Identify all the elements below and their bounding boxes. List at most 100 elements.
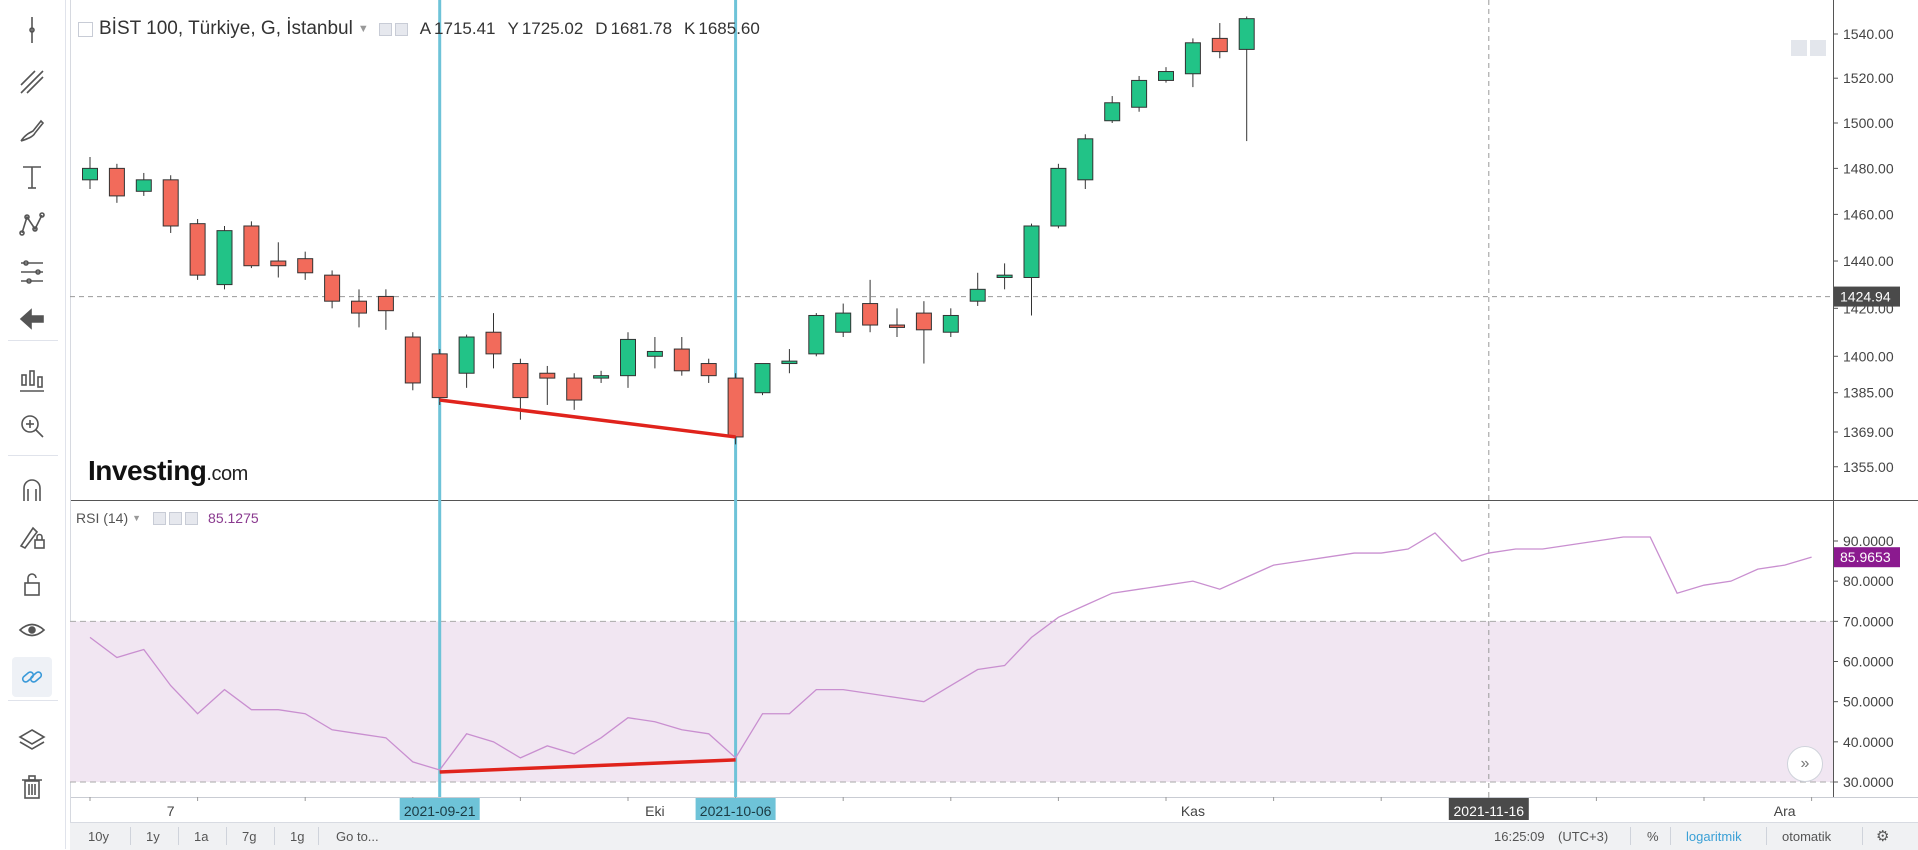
- candle-down: [108, 167, 125, 197]
- candle-down: [297, 258, 314, 274]
- trend-line-tool-button[interactable]: [12, 62, 52, 102]
- unlock-tool-button[interactable]: [12, 564, 52, 604]
- rsi-band: [70, 621, 1833, 782]
- maximize-icon[interactable]: [1810, 40, 1826, 56]
- candle-up: [593, 375, 610, 379]
- candle-down: [377, 295, 394, 312]
- candle-down: [673, 348, 690, 372]
- divider: [226, 827, 227, 845]
- lock-drawings-tool-button[interactable]: [12, 517, 52, 557]
- divider: [1766, 827, 1767, 845]
- percent-toggle[interactable]: %: [1647, 829, 1659, 844]
- bottom-bar: 10y 1y 1a 7g 1g Go to... 16:25:09 (UTC+3…: [70, 822, 1918, 850]
- candle-down: [727, 377, 744, 438]
- clock-timezone[interactable]: (UTC+3): [1558, 829, 1609, 844]
- candle-up: [82, 167, 98, 181]
- symbol-title[interactable]: BİST 100, Türkiye, G, İstanbul: [99, 18, 353, 39]
- brush-tool-button[interactable]: [12, 110, 52, 150]
- candle-down: [324, 274, 341, 302]
- close-value: 1685.60: [698, 19, 760, 38]
- move-up-icon[interactable]: [1791, 40, 1807, 56]
- eye-tool-button[interactable]: [12, 610, 52, 650]
- range-1a-button[interactable]: 1a: [194, 829, 209, 844]
- text-tool-tool-button[interactable]: [12, 157, 52, 197]
- price-axis-label: 1460.00: [1843, 206, 1894, 222]
- measure-tool-button[interactable]: [12, 360, 52, 400]
- magnet-icon: [23, 479, 41, 501]
- candle-up: [1158, 71, 1174, 81]
- chart-area[interactable]: 1540.00 1520.00 1500.00 1480.00 1460.00 1440.…: [70, 0, 1918, 850]
- candle-up: [1050, 167, 1067, 227]
- panel-controls: [1788, 40, 1826, 56]
- magnet-tool-button[interactable]: [12, 470, 52, 510]
- pattern-tool-tool-button[interactable]: [12, 204, 52, 244]
- range-10y-button[interactable]: 10y: [88, 829, 109, 844]
- candle-up: [942, 314, 959, 333]
- unlock-icon: [24, 573, 40, 596]
- price-axis-label: 1540.00: [1843, 26, 1894, 42]
- scroll-to-realtime-button[interactable]: »: [1787, 746, 1823, 782]
- log-scale-toggle[interactable]: logaritmik: [1686, 829, 1742, 844]
- crosshair-tool-button[interactable]: [12, 10, 52, 50]
- candle-up: [996, 274, 1013, 279]
- crosshair-price-tag: [1834, 286, 1900, 307]
- collapse-legend-icon[interactable]: [78, 21, 93, 37]
- candle-up: [1077, 138, 1094, 181]
- rsi-title[interactable]: RSI (14): [76, 510, 129, 526]
- crosshair-icon: [29, 17, 35, 43]
- chart-svg[interactable]: 1540.00 1520.00 1500.00 1480.00 1460.00 1440.…: [70, 0, 1918, 822]
- link-tool-button[interactable]: [12, 657, 52, 697]
- price-axis-label: 1355.00: [1843, 459, 1894, 475]
- candle-down: [889, 324, 905, 328]
- price-axis-label: 1520.00: [1843, 70, 1894, 86]
- settings-icon[interactable]: [378, 22, 392, 36]
- candle-up: [808, 314, 825, 355]
- price-axis-label: 1480.00: [1843, 160, 1894, 176]
- time-axis-label: 7: [167, 803, 175, 819]
- close-label: K: [684, 19, 696, 38]
- rsi-legend: RSI (14) ▼ 85.1275: [76, 510, 259, 526]
- goto-date-button[interactable]: Go to...: [336, 829, 379, 844]
- price-axis-label: 1369.00: [1843, 424, 1894, 440]
- rsi-settings-icon[interactable]: [153, 511, 167, 525]
- rsi-hide-icon[interactable]: [169, 511, 183, 525]
- rsi-current-label: 85.9653: [1840, 549, 1891, 565]
- back-arrow-tool-button[interactable]: [12, 299, 52, 339]
- time-axis-label: Eki: [645, 803, 664, 819]
- candle-down: [404, 336, 421, 384]
- candle-down: [700, 363, 717, 377]
- layers-tool-button[interactable]: [12, 720, 52, 760]
- divider: [318, 827, 319, 845]
- trash-tool-button[interactable]: [12, 767, 52, 807]
- range-1y-button[interactable]: 1y: [146, 829, 160, 844]
- hide-icon[interactable]: [394, 22, 408, 36]
- time-axis-label: Ara: [1774, 803, 1796, 819]
- gear-icon[interactable]: ⚙: [1876, 828, 1890, 845]
- crosshair-price-label: 1424.94: [1840, 289, 1891, 305]
- candle-up: [1131, 79, 1148, 108]
- candle-down: [270, 260, 287, 267]
- brush-icon: [20, 119, 45, 142]
- zoom-in-tool-button[interactable]: [12, 406, 52, 446]
- candle-up: [135, 179, 152, 192]
- eye-icon: [18, 623, 46, 637]
- trend-line-icon: [20, 70, 44, 94]
- divider: [1862, 827, 1863, 845]
- investing-logo: Investing.com: [88, 455, 248, 487]
- logo-main: Investing: [88, 455, 207, 486]
- range-1g-button[interactable]: 1g: [290, 829, 305, 844]
- fib-tool-tool-button[interactable]: [12, 252, 52, 292]
- back-arrow-icon: [19, 308, 44, 330]
- chevron-down-icon[interactable]: ▼: [132, 513, 142, 523]
- time-axis-label: Kas: [1181, 803, 1205, 819]
- rsi-close-icon[interactable]: [185, 511, 199, 525]
- chevron-down-icon[interactable]: ▼: [357, 23, 369, 35]
- auto-scale-toggle[interactable]: otomatik: [1782, 829, 1832, 844]
- candle-down: [862, 303, 879, 326]
- rsi-axis-label: 70.0000: [1843, 613, 1894, 629]
- rsi-axis-label: 60.0000: [1843, 654, 1894, 670]
- open-value: 1715.41: [434, 19, 496, 38]
- candle-up: [1184, 42, 1201, 75]
- range-7g-button[interactable]: 7g: [242, 829, 257, 844]
- double-chevron-right-icon: »: [1800, 755, 1810, 772]
